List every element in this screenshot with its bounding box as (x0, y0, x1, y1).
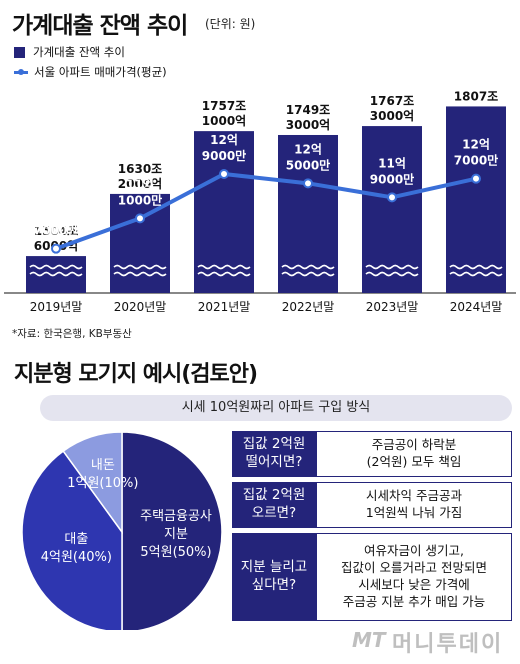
bar-break-wave (197, 264, 251, 270)
mt-logo: MT (352, 628, 386, 652)
qa-answer-3: 여유자금이 생기고, 집값이 오를거라고 전망되면 시세보다 낮은 가격에 주금… (316, 533, 512, 621)
price-point (303, 178, 313, 189)
bar-value-label: 1749조 (286, 103, 330, 117)
section-title: 지분형 모기지 예시(검토안) (14, 362, 258, 387)
x-tick-label: 2021년말 (198, 300, 251, 314)
x-tick-label: 2019년말 (30, 300, 83, 314)
bar-value-label: 2000억 (118, 177, 162, 191)
qa-question-3: 지분 늘리고 싶다면? (232, 533, 316, 621)
pie-slice-내돈 (62, 431, 123, 535)
bar-value-label: 1757조 (202, 99, 246, 113)
legend-item-line: 서울 아파트 매매가격(평균) (14, 62, 167, 82)
legend-line-swatch (14, 68, 28, 75)
legend-bar-label: 가계대출 잔액 추이 (33, 45, 125, 59)
qa-row-2: 집값 2억원 오르면? 시세차익 주금공과 1억원씩 나눠 가짐 (232, 482, 514, 528)
price-value-label: 7000만 (454, 153, 498, 168)
legend-bar-swatch (14, 46, 25, 58)
x-tick-label: 2023년말 (366, 300, 419, 314)
bar-break-wave (365, 271, 419, 277)
bar-value-label: 1000억 (202, 114, 246, 128)
pie-label: 1억원(10%) (67, 476, 138, 491)
pie-label: 대출 (64, 532, 88, 547)
bar-break-wave (29, 271, 83, 277)
legend: 가계대출 잔액 추이 서울 아파트 매매가격(평균) (14, 42, 167, 82)
bar-value-label: 3000억 (370, 109, 414, 123)
qa-question-2: 집값 2억원 오르면? (232, 482, 316, 528)
bar-break-wave (281, 264, 335, 270)
bar-break-wave (449, 271, 503, 277)
bar-value-label: 1504조 (34, 224, 78, 238)
price-value-label: 5000만 (286, 157, 330, 172)
price-point (387, 192, 397, 203)
price-value-label: 12억 (462, 138, 490, 152)
bar-break-wave (281, 271, 335, 277)
qa-question-1: 집값 2억원 떨어지면? (232, 431, 316, 477)
pie-label: 주택금융공사 (140, 509, 212, 524)
price-point (219, 169, 229, 179)
price-value-label: 9억 (46, 208, 65, 222)
bar-break-wave (29, 264, 83, 270)
x-tick-label: 2024년말 (450, 300, 503, 314)
price-point (471, 173, 481, 184)
bar-value-label: 1767조 (370, 94, 414, 108)
qa-row-3: 지분 늘리고 싶다면? 여유자금이 생기고, 집값이 오를거라고 전망되면 시세… (232, 533, 514, 621)
pie-slice-대출 (21, 450, 123, 630)
price-value-label: 12억 (210, 133, 238, 147)
bar-break-wave (197, 271, 251, 277)
price-point (135, 213, 145, 224)
bar-value-label: 1807조 (454, 89, 498, 103)
pie-label: 내돈 (91, 458, 115, 473)
section-banner: 시세 10억원짜리 아파트 구입 방식 (40, 395, 512, 421)
bar-value-label: 1630조 (118, 162, 162, 176)
price-value-label: 9000만 (370, 171, 414, 186)
qa-row-1: 집값 2억원 떨어지면? 주금공이 하락분 (2억원) 모두 책임 (232, 431, 514, 477)
x-tick-label: 2020년말 (114, 300, 167, 314)
legend-item-bar: 가계대출 잔액 추이 (14, 42, 167, 62)
price-value-label: 11억 (378, 156, 406, 170)
pie-label: 5억원(50%) (140, 545, 211, 560)
price-line (55, 172, 477, 251)
loan-bar-chart: 1504조6000억2019년말1630조2000억2020년말1757조100… (4, 89, 516, 314)
price-value-label: 12억 (294, 142, 322, 156)
bar-2020년말 (110, 193, 170, 293)
chart-title: 가계대출 잔액 추이 (12, 13, 188, 39)
bar-break-wave (113, 271, 167, 277)
bar-break-wave (365, 264, 419, 270)
bar-2023년말 (362, 126, 422, 293)
x-tick-label: 2022년말 (282, 300, 335, 314)
qa-answer-1: 주금공이 하락분 (2억원) 모두 책임 (316, 431, 512, 477)
price-value-label: 9000만 (202, 148, 246, 163)
qa-answer-2: 시세차익 주금공과 1억원씩 나눠 가짐 (316, 482, 512, 528)
pie-label: 4억원(40%) (41, 550, 112, 565)
unit-label: (단위: 원) (205, 17, 256, 31)
price-point (51, 243, 61, 254)
price-value-label: 11억 (126, 177, 154, 191)
price-value-label: 7000만 (34, 223, 78, 238)
bar-value-label: 3000억 (286, 118, 330, 132)
pie-label: 지분 (164, 527, 188, 542)
bar-break-wave (449, 264, 503, 270)
legend-line-label: 서울 아파트 매매가격(평균) (34, 65, 167, 79)
source-note: *자료: 한국은행, KB부동산 (12, 328, 132, 340)
bar-break-wave (113, 264, 167, 270)
bar-2024년말 (446, 106, 506, 293)
price-value-label: 1000만 (118, 192, 162, 207)
brand-name: 머니투데이 (392, 632, 504, 657)
pie-slice-주택금융공사 지분 (121, 431, 223, 630)
